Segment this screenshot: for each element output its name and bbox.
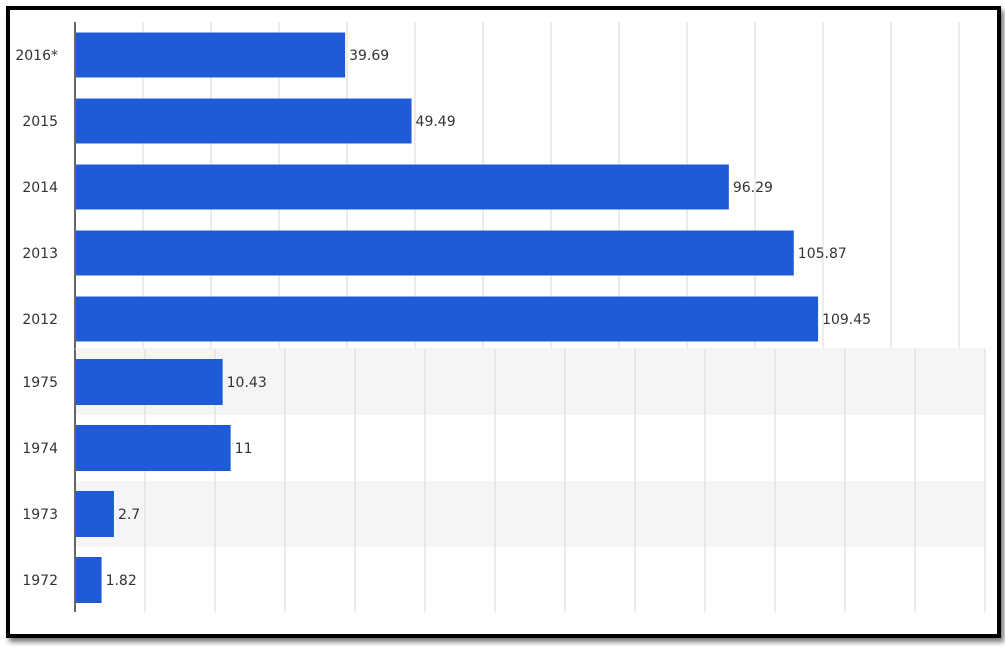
category-label: 2016* [15,48,58,64]
bar [76,557,102,603]
row-band [75,349,985,415]
data-label: 1.82 [106,573,137,589]
bar [76,296,819,342]
category-label: 1975 [22,375,58,391]
row-band [75,481,985,547]
bar [76,491,114,537]
bar [76,359,223,405]
bar [76,164,729,210]
bar [76,425,231,471]
data-label: 2.7 [118,507,140,523]
category-label: 1974 [22,441,58,457]
bar [76,32,346,78]
bar [76,230,794,276]
bar [76,98,412,144]
data-label: 96.29 [733,180,773,196]
data-label: 109.45 [822,312,871,328]
data-label: 11 [235,441,253,457]
category-label: 2013 [22,246,58,262]
category-label: 2014 [22,180,58,196]
category-label: 2012 [22,312,58,328]
data-label: 39.69 [349,48,389,64]
data-label: 105.87 [798,246,847,262]
data-label: 49.49 [416,114,456,130]
category-label: 2015 [22,114,58,130]
category-label: 1972 [22,573,58,589]
data-label: 10.43 [227,375,267,391]
category-label: 1973 [22,507,58,523]
